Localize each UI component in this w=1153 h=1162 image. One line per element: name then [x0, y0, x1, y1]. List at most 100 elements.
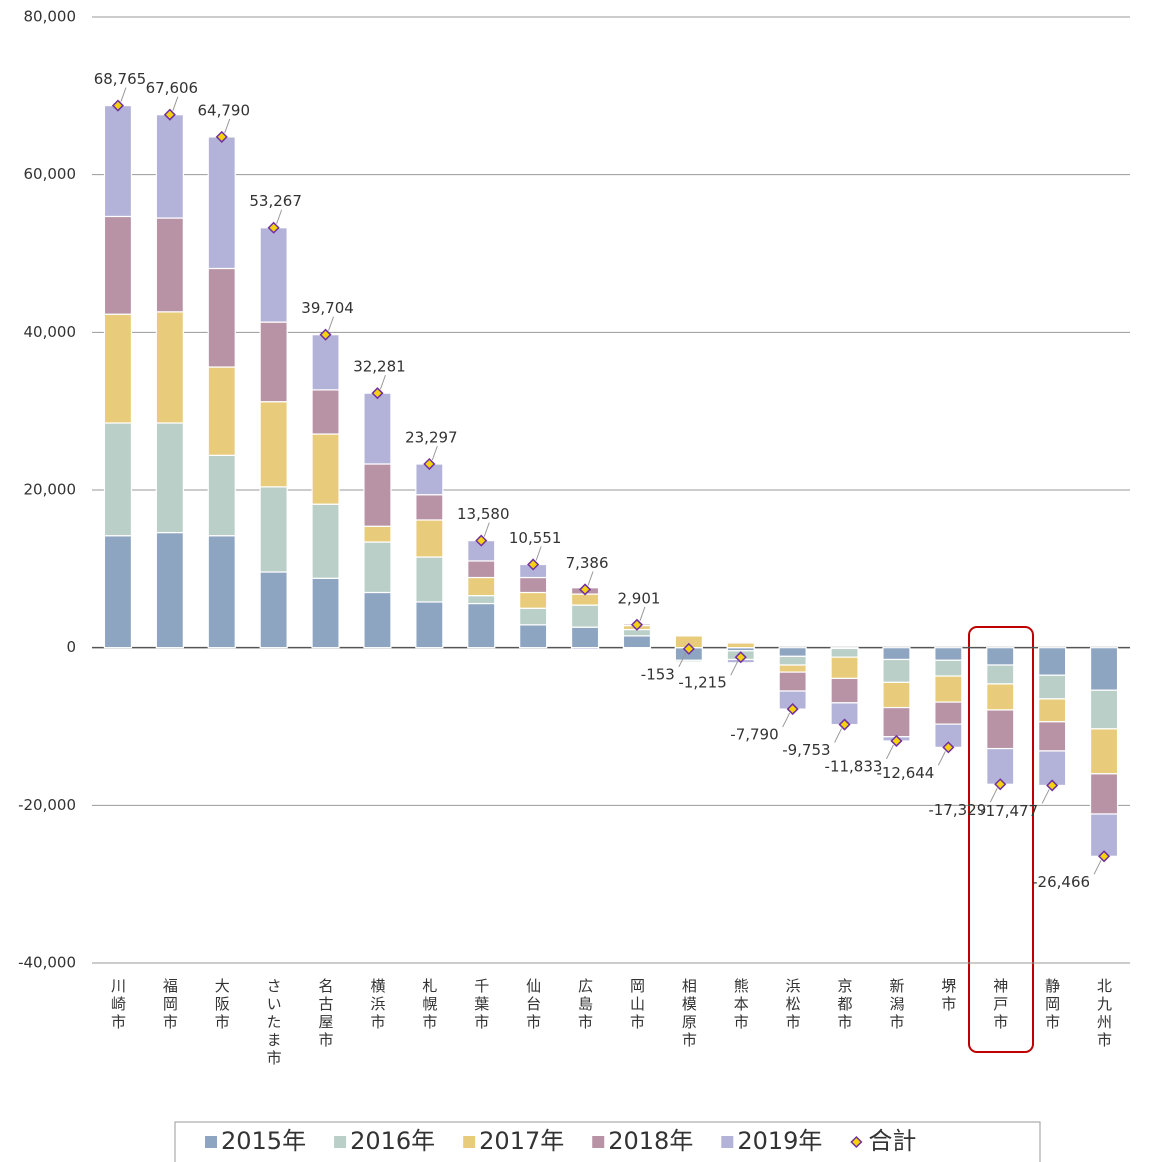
total-marker	[630, 618, 644, 631]
bar-segment	[155, 217, 184, 313]
bar-segment	[778, 655, 807, 666]
bar-segment	[1089, 728, 1119, 775]
bar-segment	[934, 675, 963, 703]
bar-segment	[882, 706, 911, 738]
leader-line	[276, 209, 283, 224]
total-marker	[786, 703, 799, 716]
total-label: 10,551	[509, 529, 562, 547]
y-tick-label: 80,000	[24, 8, 77, 26]
bar-segment	[207, 366, 236, 456]
legend-label: 2017年	[479, 1127, 564, 1155]
bar-segment	[882, 681, 911, 709]
bar-segment	[259, 227, 288, 323]
bar-segment	[778, 647, 807, 657]
total-label: -11,833	[825, 757, 883, 775]
x-tick-label: 岡山市	[628, 978, 646, 1032]
leader-line	[172, 96, 179, 111]
total-label: 64,790	[198, 101, 251, 119]
bar-segment	[1089, 813, 1119, 857]
bar-segment	[830, 656, 859, 680]
total-marker	[423, 457, 436, 471]
legend-marker	[850, 1135, 863, 1149]
bar-segment	[778, 664, 807, 673]
y-tick-label: 0	[66, 638, 76, 656]
bar-segment	[726, 641, 755, 644]
total-label: 2,901	[617, 589, 660, 607]
x-tick-label: 相模原市	[680, 978, 698, 1050]
bar-segment	[519, 576, 548, 594]
bar-segment	[155, 114, 184, 219]
bar-segment	[1038, 721, 1067, 752]
bar-segment	[103, 215, 133, 315]
total-label: -153	[641, 665, 675, 683]
legend-swatch	[721, 1136, 734, 1148]
leader-line	[431, 445, 438, 461]
legend-label: 2015年	[221, 1127, 306, 1155]
x-tick-label: 福岡市	[161, 978, 179, 1032]
total-marker	[163, 108, 176, 121]
x-tick-label: 浜松市	[784, 978, 802, 1032]
bar-segment	[207, 535, 236, 649]
x-tick-label: 新潟市	[887, 978, 905, 1032]
legend-label: 2019年	[737, 1127, 822, 1155]
total-label: -17,329	[928, 801, 986, 819]
leader-line	[224, 118, 231, 134]
bar-segment	[674, 659, 703, 663]
leader-line	[587, 571, 594, 586]
total-marker	[111, 99, 125, 112]
x-tick-label: 京都市	[836, 978, 854, 1032]
bar-segment	[311, 433, 340, 505]
bar-segment	[363, 392, 392, 465]
bar-segment	[1089, 773, 1119, 815]
leader-line	[328, 316, 335, 331]
highlight-box	[968, 626, 1034, 1053]
legend-box	[174, 1121, 1041, 1162]
x-tick-label: 神戸市	[991, 978, 1009, 1032]
bar-segment	[415, 601, 444, 649]
total-label: 39,704	[301, 299, 354, 317]
bar-segment	[519, 591, 548, 609]
bar-segment	[570, 626, 600, 649]
x-tick-label: 川崎市	[109, 978, 127, 1032]
leader-line	[1041, 789, 1050, 804]
bar-segment	[363, 541, 392, 594]
total-label: -26,466	[1032, 873, 1090, 891]
bar-segment	[519, 607, 548, 626]
y-tick-label: 60,000	[24, 165, 77, 183]
total-label: 32,281	[353, 358, 406, 376]
bar-segment	[207, 454, 236, 537]
total-marker	[734, 651, 747, 664]
bar-segment	[311, 389, 340, 435]
bar-segment	[934, 647, 963, 661]
bar-segment	[415, 519, 444, 558]
bar-segment	[726, 642, 755, 649]
leader-line	[678, 652, 687, 668]
total-marker	[475, 534, 488, 547]
bar-segment	[207, 136, 236, 270]
legend-swatch	[205, 1136, 217, 1148]
total-label: 13,580	[457, 505, 510, 523]
legend-label: 2016年	[350, 1127, 435, 1155]
bar-segment	[830, 677, 859, 704]
x-tick-label: 大阪市	[213, 978, 231, 1032]
bar-segment	[415, 494, 444, 521]
x-tick-label: 堺市	[939, 978, 957, 1014]
bar-segment	[882, 658, 911, 683]
y-tick-label: -40,000	[18, 954, 76, 972]
bar-segment	[778, 671, 807, 692]
bar-segment	[363, 591, 392, 649]
legend-swatch	[592, 1136, 605, 1148]
total-marker	[682, 642, 695, 655]
bar-segment	[155, 531, 184, 649]
bar-segment	[311, 577, 340, 649]
bar-segment	[259, 321, 288, 403]
total-label: -9,753	[782, 741, 830, 759]
legend-swatch	[463, 1136, 476, 1148]
total-marker	[578, 583, 592, 596]
total-label: 23,297	[405, 429, 458, 447]
bar-segment	[622, 635, 652, 649]
total-marker	[838, 718, 851, 731]
legend-label: 2018年	[608, 1127, 693, 1155]
